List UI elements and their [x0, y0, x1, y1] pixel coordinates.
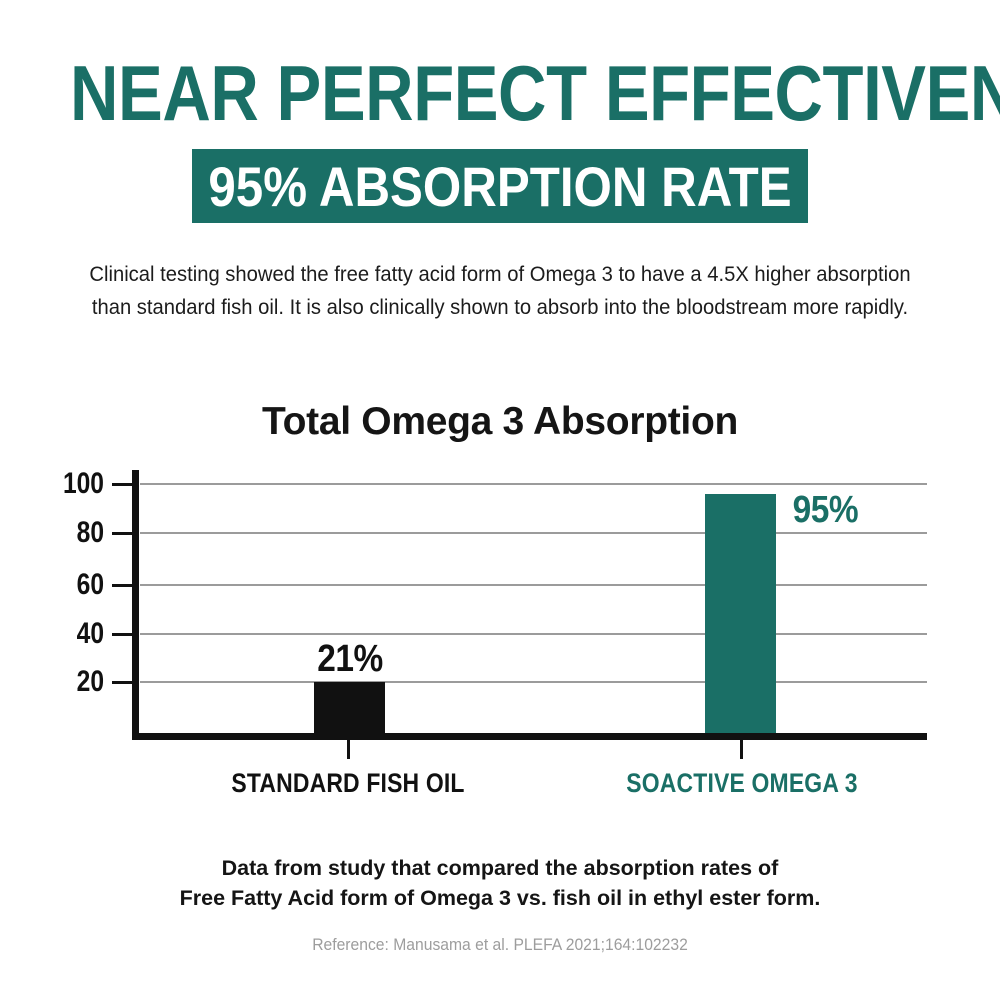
gridline-100 — [140, 483, 927, 485]
bar-standard-fish-oil — [314, 682, 385, 737]
x-tick-soactive-omega-3 — [740, 740, 743, 759]
y-tick-label-wrap-20: 20 — [38, 667, 104, 697]
intro-line-1: Clinical testing showed the free fatty a… — [89, 262, 911, 286]
gridline-80 — [140, 532, 927, 534]
y-tick-label-wrap-100: 100 — [38, 469, 104, 499]
y-tick-60 — [112, 584, 134, 587]
chart-title: Total Omega 3 Absorption — [262, 400, 738, 443]
bar-soactive-omega-3 — [705, 494, 776, 737]
bar-value-standard-fish-oil: 21% — [317, 638, 383, 680]
caption-line-1: Data from study that compared the absorp… — [221, 856, 779, 880]
y-tick-label-wrap-40: 40 — [38, 619, 104, 649]
subhead-banner: 95% ABSORPTION RATE — [192, 149, 808, 223]
y-tick-80 — [112, 532, 134, 535]
y-tick-label-100: 100 — [62, 467, 104, 500]
y-tick-label-60: 60 — [76, 568, 104, 601]
bar-value-soactive-omega-3: 95% — [792, 489, 859, 531]
subhead-text: 95% ABSORPTION RATE — [208, 154, 792, 218]
y-tick-label-wrap-60: 60 — [38, 570, 104, 600]
x-tick-standard-fish-oil — [347, 740, 350, 759]
gridline-60 — [140, 584, 927, 586]
y-tick-label-wrap-80: 80 — [38, 518, 104, 548]
y-tick-40 — [112, 633, 134, 636]
chart-caption: Data from study that compared the absorp… — [100, 853, 900, 913]
intro-paragraph: Clinical testing showed the free fatty a… — [68, 258, 933, 324]
x-axis-line — [132, 733, 927, 740]
intro-line-2: than standard fish oil. It is also clini… — [91, 295, 909, 319]
page-headline: NEAR PERFECT EFFECTIVENESS — [70, 49, 1000, 137]
y-tick-label-80: 80 — [76, 516, 104, 549]
reference-citation: Reference: Manusama et al. PLEFA 2021;16… — [312, 936, 688, 954]
y-tick-label-40: 40 — [76, 617, 104, 650]
caption-line-2: Free Fatty Acid form of Omega 3 vs. fish… — [179, 886, 821, 910]
y-tick-label-20: 20 — [76, 665, 104, 698]
x-axis-label-soactive-omega-3: SOACTIVE OMEGA 3 — [626, 768, 858, 798]
gridline-20 — [140, 681, 927, 683]
x-axis-label-standard-fish-oil: STANDARD FISH OIL — [231, 768, 465, 798]
y-axis-line — [132, 470, 139, 740]
y-tick-100 — [112, 483, 134, 486]
gridline-40 — [140, 633, 927, 635]
y-tick-20 — [112, 681, 134, 684]
